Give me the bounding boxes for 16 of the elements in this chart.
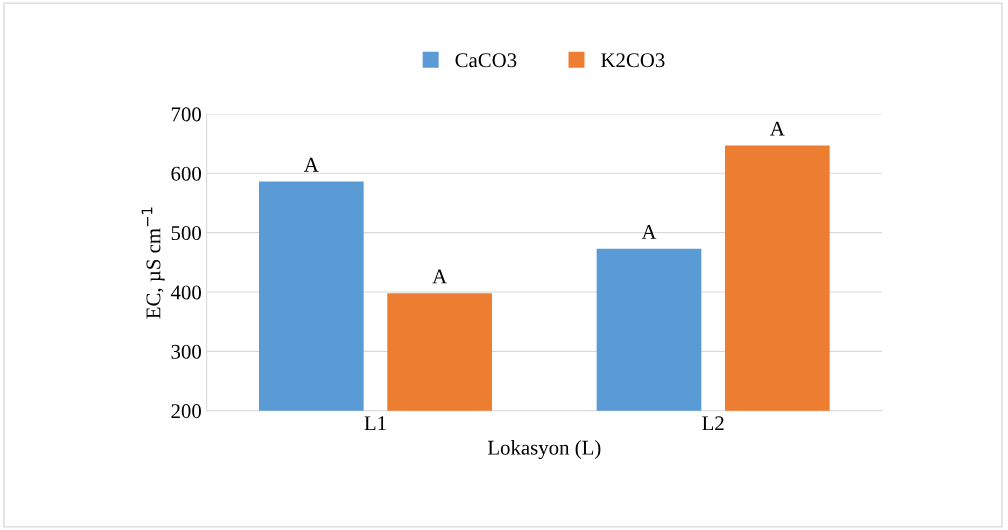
data-label: A — [304, 157, 319, 172]
y-tick-label: 500 — [171, 226, 201, 241]
y-tick-label: 200 — [171, 404, 201, 419]
data-label: A — [641, 224, 657, 239]
y-axis-title: EC, µS cm$^{−1}$ — [141, 207, 165, 319]
y-tick-label: 600 — [171, 166, 201, 181]
legend-label: CaCO3 — [455, 53, 517, 68]
data-label: A — [770, 121, 785, 136]
y-tick-label: 700 — [171, 107, 201, 122]
x-axis-title: Lokasyon (L) — [487, 440, 601, 460]
y-tick-label: 300 — [171, 344, 201, 359]
x-tick-label: L2 — [702, 416, 724, 431]
legend-label: K2CO3 — [601, 53, 665, 68]
x-tick-label: L1 — [364, 416, 386, 431]
y-tick-label: 400 — [170, 285, 201, 300]
data-label: A — [432, 269, 448, 284]
